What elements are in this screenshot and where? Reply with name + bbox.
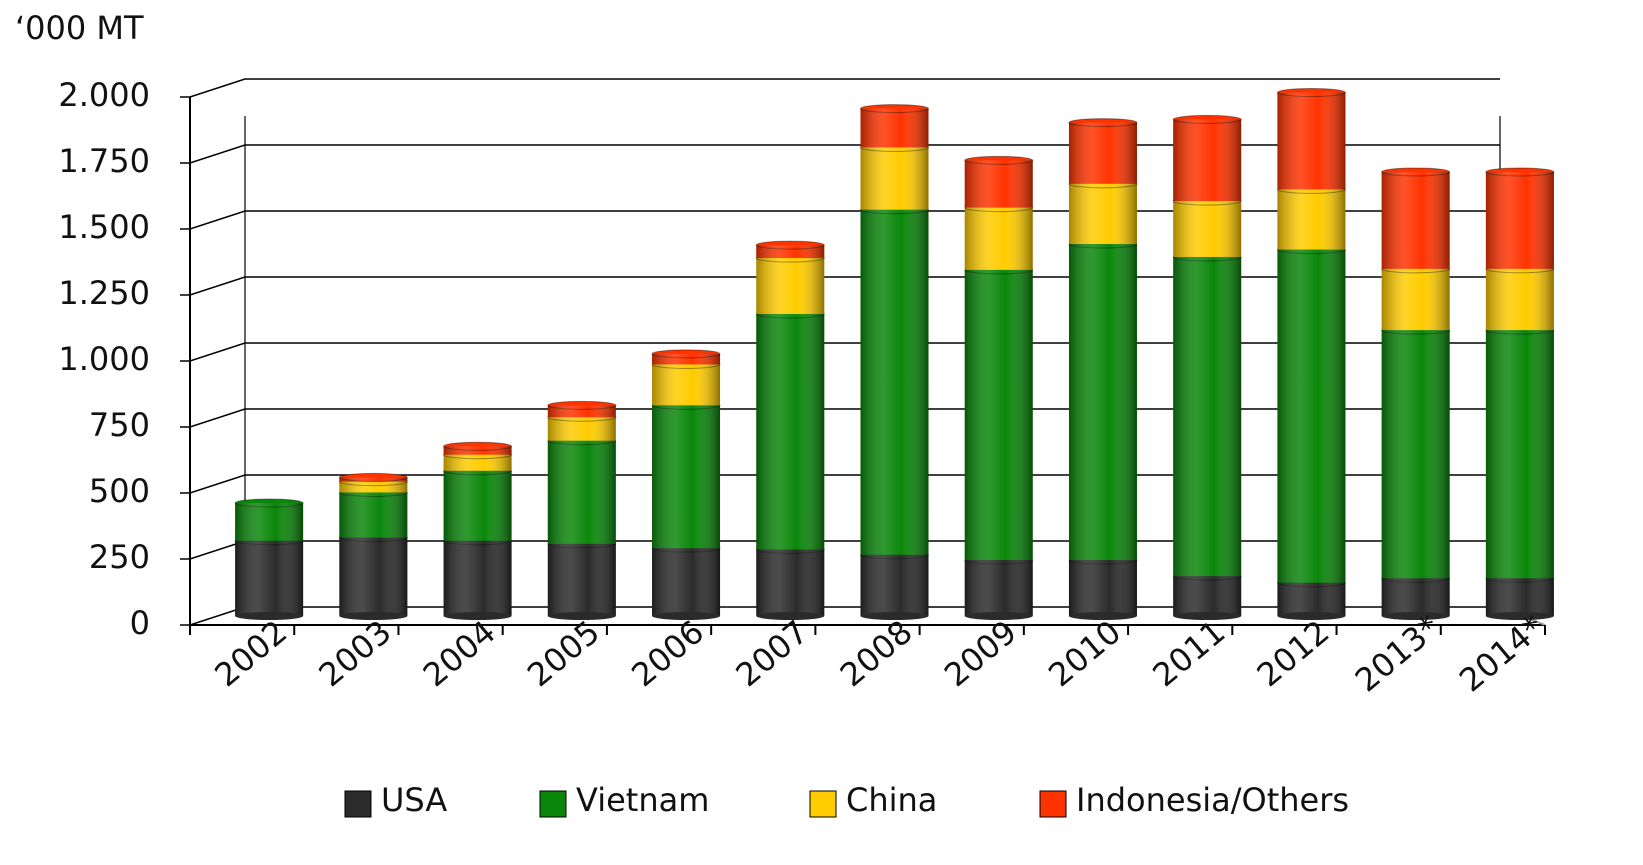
y-tick-label: 1.000 xyxy=(58,340,150,378)
bar-shade xyxy=(235,503,304,616)
bar-base xyxy=(1381,612,1450,620)
bar-base xyxy=(1068,612,1137,620)
chart-title: ‘000 MT xyxy=(15,9,144,47)
legend-label: China xyxy=(846,781,937,819)
bar-base xyxy=(235,612,304,620)
x-tick-label: 2014* xyxy=(1452,608,1551,700)
bar-shade xyxy=(964,160,1033,616)
y-tick-label: 0 xyxy=(130,604,150,642)
y-tick-label: 500 xyxy=(89,472,150,510)
grid-line xyxy=(180,78,1500,98)
bar-base xyxy=(652,612,721,620)
bar-shade xyxy=(443,446,512,616)
bar-shade xyxy=(1485,171,1554,616)
x-tick-label: 2013* xyxy=(1348,608,1447,700)
y-tick-label: 1.500 xyxy=(58,208,150,246)
bar-shade xyxy=(1173,119,1242,616)
legend-label: USA xyxy=(381,781,447,819)
bar-base xyxy=(547,612,616,620)
bar-base xyxy=(1173,612,1242,620)
bar-base xyxy=(964,612,1033,620)
legend-label: Indonesia/Others xyxy=(1076,781,1349,819)
y-tick-label: 2.000 xyxy=(58,76,150,114)
y-tick-label: 250 xyxy=(89,538,150,576)
legend-swatch xyxy=(539,790,567,818)
bar-shade xyxy=(339,477,408,616)
bar-shade xyxy=(1068,122,1137,617)
bar-base xyxy=(1485,612,1554,620)
bar-shade xyxy=(756,245,825,616)
bar-shade xyxy=(860,108,929,616)
bar-base xyxy=(1277,612,1346,620)
y-tick-label: 750 xyxy=(89,406,150,444)
legend-swatch xyxy=(344,790,372,818)
bar-base xyxy=(756,612,825,620)
bar-shade xyxy=(1381,171,1450,616)
legend-swatch xyxy=(1039,790,1067,818)
legend-swatch xyxy=(809,790,837,818)
y-tick-label: 1.250 xyxy=(58,274,150,312)
bar-base xyxy=(339,612,408,620)
bar-base xyxy=(443,612,512,620)
bar-shade xyxy=(547,405,616,616)
legend-label: Vietnam xyxy=(576,781,709,819)
bar-base xyxy=(860,612,929,620)
bar-shade xyxy=(652,353,721,616)
bar-shade xyxy=(1277,92,1346,617)
y-tick-label: 1.750 xyxy=(58,142,150,180)
